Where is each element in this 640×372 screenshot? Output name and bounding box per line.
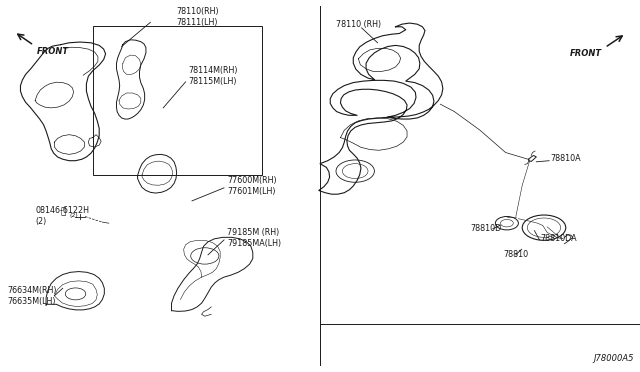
Text: FRONT: FRONT xyxy=(36,46,68,55)
Text: 78114M(RH)
78115M(LH): 78114M(RH) 78115M(LH) xyxy=(189,66,238,86)
Text: 79185M (RH)
79185MA(LH): 79185M (RH) 79185MA(LH) xyxy=(227,228,282,248)
Text: 78810D: 78810D xyxy=(470,224,502,233)
Text: 78810DA: 78810DA xyxy=(541,234,577,243)
Text: 78810: 78810 xyxy=(503,250,528,259)
Text: 78110 (RH): 78110 (RH) xyxy=(336,20,381,29)
Text: 78110(RH)
78111(LH): 78110(RH) 78111(LH) xyxy=(176,7,219,27)
Text: 76634M(RH)
76635M(LH): 76634M(RH) 76635M(LH) xyxy=(8,286,57,306)
Text: (2): (2) xyxy=(69,212,78,218)
Text: 78810A: 78810A xyxy=(550,154,581,163)
Text: Ⓑ: Ⓑ xyxy=(60,208,65,217)
Text: FRONT: FRONT xyxy=(570,49,602,58)
Text: 77600M(RH)
77601M(LH): 77600M(RH) 77601M(LH) xyxy=(227,176,277,196)
Text: 08146-6122H
(2): 08146-6122H (2) xyxy=(35,206,89,226)
Bar xyxy=(93,26,262,175)
Text: J78000A5: J78000A5 xyxy=(593,354,634,363)
